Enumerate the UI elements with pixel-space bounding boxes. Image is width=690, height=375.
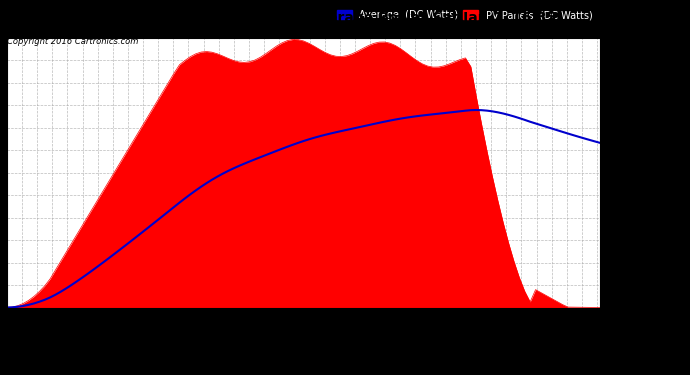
Text: Copyright 2016 Cartronics.com: Copyright 2016 Cartronics.com xyxy=(7,38,138,46)
Legend: Average  (DC Watts), PV Panels  (DC Watts): Average (DC Watts), PV Panels (DC Watts) xyxy=(334,7,595,23)
Text: Total PV Panel Power & Running Average Power Sat Jan 2  16:35: Total PV Panel Power & Running Average P… xyxy=(51,11,556,25)
